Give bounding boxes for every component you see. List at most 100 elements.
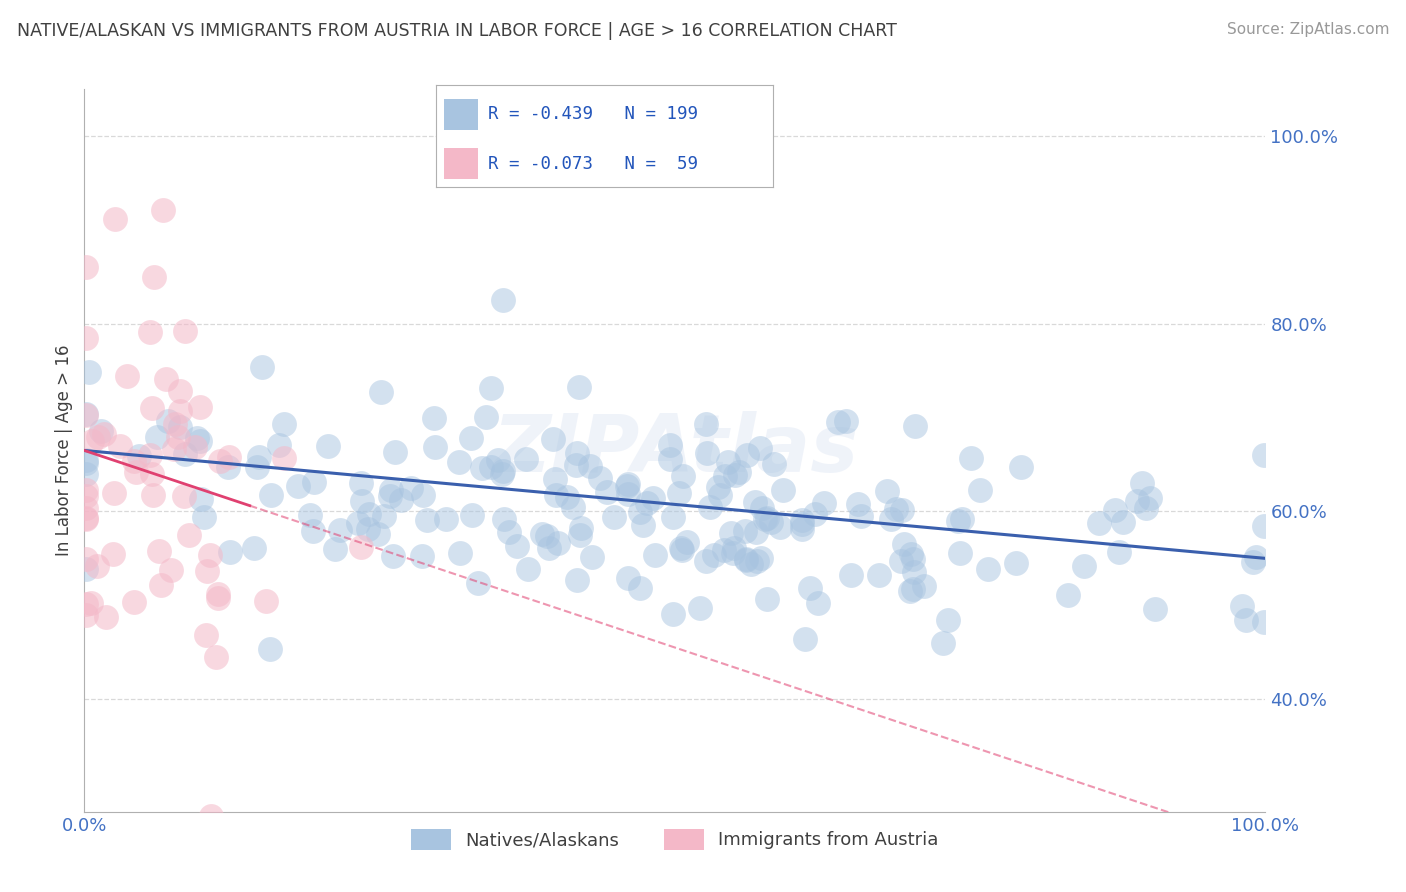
Point (759, 515, 782, 529)
Point (668, 485, 690, 500)
Point (247, 450, 270, 465)
Point (932, 635, 955, 649)
Point (703, 548, 725, 562)
Point (169, 384, 191, 398)
Point (754, 511, 776, 525)
Point (75, 597, 97, 611)
Point (734, 552, 756, 566)
Point (1230, 599, 1253, 613)
Point (449, 546, 471, 560)
Point (316, 439, 339, 453)
Point (205, 650, 228, 665)
Point (713, 543, 735, 558)
Point (217, 459, 239, 474)
Point (498, 524, 520, 539)
Point (494, 511, 516, 525)
Point (423, 410, 446, 425)
Point (891, 502, 914, 516)
Point (949, 546, 972, 560)
Point (200, 809, 222, 823)
Point (382, 549, 405, 563)
Point (157, 414, 180, 428)
Point (903, 565, 925, 579)
Point (1135, 500, 1157, 515)
Point (108, 439, 131, 453)
Point (141, 401, 163, 415)
Point (391, 492, 413, 507)
Point (517, 562, 540, 576)
Legend: Natives/Alaskans, Immigrants from Austria: Natives/Alaskans, Immigrants from Austri… (404, 822, 946, 857)
Point (399, 481, 422, 495)
Point (384, 445, 406, 459)
Point (579, 459, 602, 474)
Point (1244, 549, 1267, 564)
Point (350, 540, 373, 554)
Point (86, 559, 108, 574)
Point (903, 552, 925, 566)
Point (714, 469, 737, 483)
Point (287, 479, 309, 493)
Point (569, 521, 592, 535)
Point (898, 584, 921, 599)
Point (373, 508, 395, 523)
Point (128, 449, 150, 463)
Point (259, 642, 281, 657)
Point (589, 471, 612, 485)
Point (1253, 448, 1275, 462)
Point (904, 418, 927, 433)
Point (792, 516, 814, 531)
Point (1143, 601, 1166, 615)
Point (662, 510, 685, 524)
Point (662, 607, 685, 621)
Point (173, 324, 195, 338)
Point (488, 453, 510, 467)
Point (350, 476, 373, 491)
Point (792, 522, 814, 536)
Point (541, 432, 564, 446)
Point (75, 467, 97, 481)
Point (254, 593, 277, 607)
Point (890, 554, 912, 568)
Point (745, 524, 768, 539)
Point (200, 549, 222, 563)
Point (467, 576, 489, 591)
Point (616, 476, 638, 491)
Point (77, 364, 100, 378)
Point (755, 511, 778, 525)
Point (827, 415, 849, 429)
Point (1087, 516, 1109, 531)
Point (1108, 545, 1130, 559)
Point (1253, 615, 1275, 629)
Point (273, 451, 295, 466)
Point (243, 541, 266, 555)
Point (479, 381, 502, 395)
Point (868, 567, 890, 582)
Point (659, 451, 682, 466)
Point (347, 516, 370, 531)
Point (569, 528, 592, 542)
Point (104, 211, 127, 226)
Point (87, 430, 110, 444)
FancyBboxPatch shape (444, 99, 478, 130)
Point (813, 496, 835, 510)
Point (125, 466, 148, 480)
Point (799, 582, 821, 596)
Point (562, 500, 585, 514)
Point (763, 457, 786, 471)
Point (209, 454, 232, 468)
Point (695, 554, 717, 568)
Point (658, 438, 681, 452)
Point (723, 546, 745, 560)
Point (492, 293, 515, 307)
Point (461, 508, 484, 522)
Point (744, 495, 766, 509)
Point (671, 542, 693, 557)
Point (75, 409, 97, 423)
Point (794, 632, 817, 647)
Point (83, 839, 105, 854)
Point (740, 557, 762, 571)
Point (707, 480, 730, 494)
Text: R = -0.439   N = 199: R = -0.439 N = 199 (488, 105, 699, 123)
Point (699, 500, 721, 514)
Point (751, 501, 773, 516)
